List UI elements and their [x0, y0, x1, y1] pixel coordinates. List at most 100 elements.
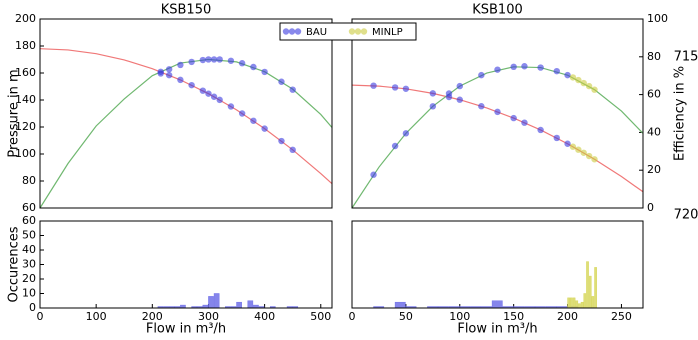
pressure-point — [165, 71, 173, 79]
x-axis-label: Flow in m³/h — [457, 322, 537, 337]
x-tick-label: 400 — [254, 310, 275, 323]
efficiency-point — [564, 71, 571, 79]
hist-bar — [567, 297, 570, 309]
x-tick-label: 200 — [557, 310, 578, 323]
x-tick-label: 300 — [198, 310, 219, 323]
pressure-point — [227, 103, 235, 110]
efficiency-point — [177, 61, 184, 69]
hist-bar — [575, 300, 579, 309]
legend-marker — [294, 28, 302, 35]
x-tick-label: 100 — [86, 310, 107, 323]
efficiency-point — [278, 78, 285, 85]
pressure-point — [402, 85, 410, 92]
efficiency-point — [210, 56, 218, 63]
pressure-point — [205, 90, 212, 97]
efficiency-point — [391, 142, 399, 150]
pressure-point — [177, 76, 184, 84]
efficiency-point — [216, 56, 223, 63]
x-tick-label: 100 — [449, 310, 470, 323]
legend-marker — [354, 28, 362, 35]
y-tick-label: 120 — [15, 120, 36, 133]
plot-frame — [351, 220, 644, 309]
efficiency-point — [238, 60, 246, 67]
hist-bar — [580, 301, 584, 309]
y-tick-label: 20 — [22, 272, 36, 285]
efficiency-point — [429, 103, 437, 110]
y-tick-label: 200 — [15, 12, 36, 25]
efficiency-point — [261, 68, 268, 76]
y-axis-label: Pressure in m — [7, 69, 22, 157]
pressure-point — [250, 117, 257, 124]
efficiency-point — [494, 66, 501, 73]
x-tick-label: 0 — [349, 310, 356, 323]
pressure-point — [585, 152, 593, 160]
y-tick-label: 180 — [15, 39, 36, 52]
hist-bar — [583, 293, 587, 309]
efficiency-point — [537, 64, 544, 71]
x-axis-label: Flow in m³/h — [146, 322, 226, 337]
efficiency-point — [575, 76, 582, 84]
efficiency-point — [585, 82, 593, 90]
efficiency-point — [157, 70, 164, 77]
y2-tick-label: 0 — [647, 201, 654, 214]
pressure-point — [188, 81, 195, 89]
pressure-point — [238, 110, 246, 117]
hist-bar — [578, 303, 581, 309]
panel-title: KSB150 — [161, 3, 212, 18]
hist-bar — [594, 267, 597, 309]
pressure-point — [478, 103, 485, 110]
pressure-point — [591, 156, 598, 163]
pressure-point — [456, 96, 463, 103]
y-tick-label: 40 — [22, 243, 36, 256]
y2-tick-label: 20 — [647, 163, 661, 176]
y-tick-label: 10 — [22, 287, 36, 300]
y-tick-label: 160 — [15, 66, 36, 79]
pressure-point — [261, 125, 268, 132]
y2-tick-label: 100 — [647, 12, 668, 25]
y-tick-label: 140 — [15, 93, 36, 106]
efficiency-point — [478, 71, 485, 79]
hist-bar — [591, 296, 595, 309]
hist-bar — [247, 300, 254, 309]
hist-bar — [236, 301, 242, 309]
hist-bar — [586, 261, 589, 309]
y-tick-label: 50 — [22, 229, 36, 242]
legend-marker — [360, 28, 368, 35]
pressure-point — [510, 114, 517, 122]
efficiency-point — [521, 63, 528, 70]
x-tick-label: 200 — [142, 310, 163, 323]
pressure-point — [199, 87, 207, 94]
plot-frame — [39, 18, 333, 209]
pressure-point — [370, 82, 377, 89]
x-tick-label: 150 — [503, 310, 524, 323]
pressure-point — [564, 140, 571, 147]
efficiency-point — [553, 67, 560, 75]
plot-frame — [351, 18, 644, 209]
efficiency-point — [569, 74, 577, 81]
annotation: 720 — [674, 208, 698, 223]
curve — [351, 84, 644, 193]
legend-label: BAU — [306, 27, 327, 38]
hist-bar — [588, 275, 592, 309]
efficiency-point — [580, 79, 587, 87]
efficiency-point — [456, 82, 463, 90]
efficiency-point — [205, 56, 212, 63]
pressure-point — [521, 119, 528, 126]
panel-title: KSB100 — [472, 3, 523, 18]
pressure-point — [210, 93, 218, 100]
x-tick-label: 0 — [37, 310, 44, 323]
efficiency-point — [188, 58, 195, 66]
legend-label: MINLP — [372, 27, 403, 38]
y2-tick-label: 40 — [647, 125, 661, 138]
efficiency-point — [402, 130, 410, 137]
y2-tick-label: 60 — [647, 88, 661, 101]
hist-bar — [208, 296, 214, 309]
efficiency-point — [199, 56, 207, 64]
pressure-point — [569, 143, 577, 150]
pressure-point — [429, 90, 437, 97]
y2-axis-label: Efficiency in % — [673, 66, 688, 161]
y2-tick-label: 80 — [647, 50, 661, 63]
curve — [39, 48, 333, 185]
hist-bar — [570, 297, 573, 309]
legend-marker — [348, 28, 356, 35]
